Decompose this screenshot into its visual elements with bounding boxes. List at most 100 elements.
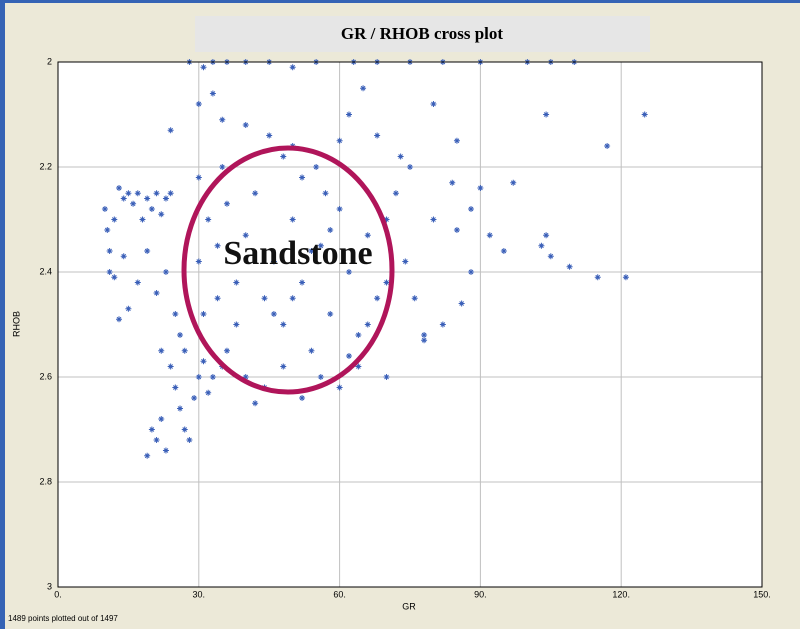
point [144,248,151,254]
point [162,269,169,275]
point [158,347,165,354]
point [266,132,273,139]
chart-title: GR / RHOB cross plot [341,24,503,43]
point [111,216,118,223]
point [148,206,155,212]
plot-area [58,62,762,587]
point [594,274,601,281]
point [280,321,287,328]
y-tick-label: 2.4 [39,266,52,276]
point [233,279,240,286]
point [355,332,362,338]
point [383,374,390,380]
point [130,200,137,207]
point [139,216,146,223]
point [111,274,118,281]
point [104,227,111,233]
point [172,311,179,317]
point [458,300,465,307]
point [407,164,413,170]
highlight-ellipse [181,145,395,395]
point [181,347,188,354]
x-tick-label: 30. [193,589,206,599]
point [289,295,296,302]
point [345,269,352,275]
point [233,321,240,328]
point [421,332,428,338]
point [299,279,306,286]
point [604,143,611,149]
plot-border [57,61,763,588]
point [242,122,249,128]
point [468,269,475,275]
frame-left [0,0,5,629]
point [195,174,202,181]
point [538,242,545,249]
point [172,384,179,391]
point [167,127,174,134]
point [421,337,428,344]
point [308,347,315,354]
point [242,232,249,239]
point [468,206,475,212]
point [223,200,230,207]
point [453,227,460,233]
point [120,195,127,202]
point [261,295,268,302]
point [364,232,371,239]
point [270,258,277,265]
point [205,389,212,396]
point [134,190,141,197]
point [336,137,343,144]
point [299,174,306,181]
point [322,190,329,197]
point [125,305,132,312]
point [360,85,367,92]
point [383,279,390,286]
point [153,290,160,296]
point [200,358,207,365]
point [252,190,259,197]
point [219,164,226,170]
point [162,195,169,202]
point [181,426,188,433]
point [439,321,446,328]
point [327,227,334,233]
point [195,258,202,265]
point [430,101,437,107]
point [148,426,155,433]
point [280,153,287,160]
point [383,216,390,223]
point [449,179,456,186]
point [242,374,249,380]
point [543,232,550,239]
point [486,232,493,239]
point [327,311,334,317]
point [209,374,216,380]
y-tick-label: 2.8 [39,476,52,486]
point [622,274,629,281]
frame-top [0,0,800,3]
points [101,59,648,459]
y-axis-label: RHOB [11,311,21,337]
point [252,400,259,407]
x-axis-label: GR [402,601,416,611]
point [270,311,277,317]
point [144,452,151,459]
point [106,248,113,254]
point [374,132,381,139]
point [177,332,184,338]
point [205,216,212,223]
point [219,116,226,123]
point [317,374,324,380]
point [191,395,198,401]
point [200,311,207,317]
y-tick-label: 2 [47,56,52,66]
x-tick-label: 120. [612,589,630,599]
point [134,279,141,286]
point [500,248,507,254]
point [289,216,296,223]
point [392,190,399,197]
point [195,374,202,380]
point [167,363,174,370]
